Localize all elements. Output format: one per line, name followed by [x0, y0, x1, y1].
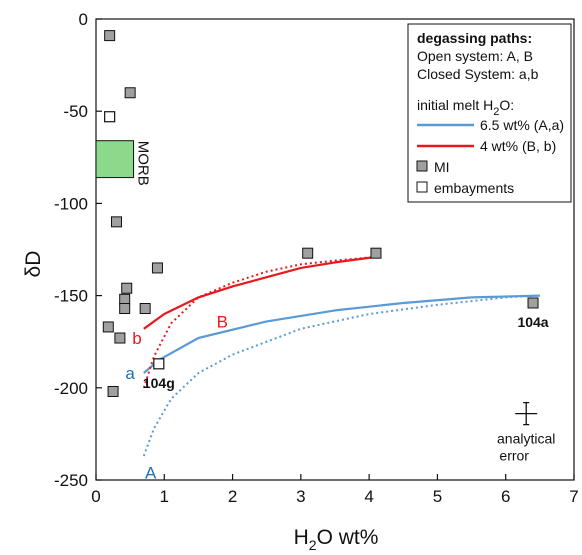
plot-area — [95, 18, 575, 481]
morb-label: MORB — [135, 141, 152, 186]
x-axis-title: H2O wt% — [294, 526, 379, 553]
legend-melt-subscript: 2 — [493, 106, 499, 118]
mi-point — [119, 293, 131, 305]
legend-entry-label: 6.5 wt% (A,a) — [480, 117, 564, 133]
x-tick-label: 7 — [569, 487, 578, 506]
mi-point — [107, 385, 119, 397]
y-tick-label: 0 — [79, 10, 88, 29]
x-tick-label: 5 — [433, 487, 442, 506]
legend-entry-label: embayments — [434, 180, 514, 196]
legend-initial-melt: initial melt H2O: — [417, 97, 514, 118]
y-tick-label: -50 — [63, 102, 88, 121]
legend-box — [407, 23, 572, 203]
x-title-sub: 2 — [309, 537, 317, 553]
x-axis-title-text: H2O wt% — [294, 526, 379, 553]
mi-point — [370, 247, 382, 259]
x-title-rest: O wt% — [317, 526, 379, 549]
point-label-104a: 104a — [517, 314, 548, 330]
error-note-line2: error — [499, 448, 529, 464]
y-axis-title: δD — [22, 251, 45, 278]
x-tick-label: 6 — [501, 487, 510, 506]
mi-point — [104, 30, 116, 42]
mi-point — [121, 282, 133, 294]
legend: degassing paths: Open system: A, B Close… — [407, 23, 572, 203]
y-tick-label: -150 — [54, 287, 88, 306]
mi-point — [102, 321, 114, 333]
mi-point — [119, 303, 131, 315]
y-tick-label: -100 — [54, 194, 88, 213]
y-tick-label: -250 — [54, 471, 88, 490]
path-B-line — [142, 255, 377, 389]
mi-point — [114, 332, 126, 344]
morb-layer: MORB — [95, 140, 152, 186]
legend-entry-label: MI — [434, 159, 450, 175]
path-a-line — [143, 294, 540, 374]
path-label-b: b — [132, 329, 141, 348]
x-tick-label: 4 — [364, 487, 373, 506]
mi-point — [151, 262, 163, 274]
legend-closed-system: Closed System: a,b — [417, 66, 539, 82]
path-b-line — [143, 255, 377, 330]
point-label-104g: 104g — [143, 375, 175, 391]
path-label-B: B — [217, 312, 228, 331]
curves-layer — [142, 255, 540, 457]
path-label-a: a — [125, 364, 135, 383]
mi-point — [527, 297, 539, 309]
x-tick-label: 2 — [228, 487, 237, 506]
x-tick-label: 0 — [91, 487, 100, 506]
x-title-h: H — [294, 526, 309, 549]
legend-open-system: Open system: A, B — [417, 48, 533, 64]
embayment-point — [153, 358, 165, 370]
legend-swatch-square — [416, 181, 428, 193]
mi-point — [110, 216, 122, 228]
y-tick-label: -200 — [54, 379, 88, 398]
legend-melt-label: initial melt H — [417, 97, 493, 113]
embayment-point — [104, 111, 116, 123]
plot-frame — [95, 18, 575, 481]
morb-box — [95, 140, 135, 179]
mi-point — [139, 303, 151, 315]
path-label-A: A — [145, 464, 157, 483]
error-note-line1: analytical — [497, 431, 555, 447]
axes-layer: 0 1 2 3 4 5 6 7 0 -50 -100 -150 -200 -250 — [54, 10, 579, 506]
mi-point — [124, 87, 136, 99]
legend-swatch-square — [416, 160, 428, 172]
legend-entries: 6.5 wt% (A,a) 4 wt% (B, b) MI embayments — [416, 117, 564, 196]
legend-entry-label: 4 wt% (B, b) — [480, 138, 556, 154]
x-tick-label: 1 — [160, 487, 169, 506]
x-tick-label: 3 — [296, 487, 305, 506]
points-layer — [102, 30, 539, 397]
legend-title: degassing paths: — [417, 30, 532, 46]
mi-point — [302, 247, 314, 259]
legend-melt-suffix: O: — [499, 97, 514, 113]
path-A-line — [142, 294, 540, 457]
